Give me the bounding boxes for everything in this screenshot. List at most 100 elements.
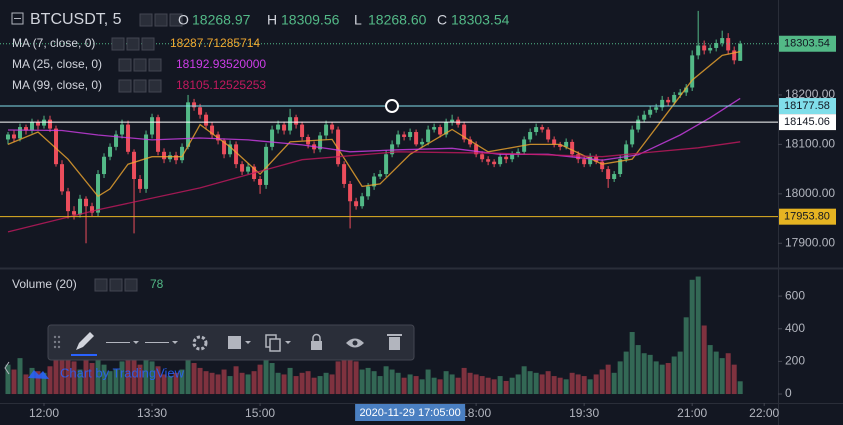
candle-body [336, 129, 341, 165]
volume-bar [221, 369, 227, 395]
candle-body [510, 154, 515, 160]
delete-icon[interactable] [389, 337, 400, 350]
legend-icon[interactable] [133, 58, 147, 72]
ohlc-key: L [354, 12, 362, 28]
legend-icon[interactable] [148, 58, 162, 72]
volume-bar [347, 336, 353, 395]
volume-legend-name: Volume (20) [12, 277, 77, 291]
candle-body [66, 191, 71, 212]
dropdown-arrow [133, 341, 139, 344]
candle-body [414, 132, 419, 145]
volume-bar [17, 358, 23, 395]
legend-icon[interactable] [126, 37, 140, 51]
volume-bar [677, 351, 683, 395]
volume-bar [245, 374, 251, 395]
candle-body [72, 211, 77, 215]
color-bar [71, 354, 97, 356]
volume-bar [341, 354, 347, 395]
volume-bar [275, 372, 281, 395]
legend-icon[interactable] [109, 278, 123, 292]
volume-bar [113, 369, 119, 395]
candle-body [78, 198, 83, 215]
lock-icon[interactable] [311, 341, 322, 350]
volume-bar [233, 366, 239, 395]
legend-icon[interactable] [118, 58, 132, 72]
volume-bar [425, 369, 431, 395]
legend-icon[interactable] [139, 13, 153, 27]
legend-icon[interactable] [133, 79, 147, 93]
candle-body [276, 124, 281, 130]
volume-bar [635, 345, 641, 395]
volume-bar [701, 325, 707, 395]
time-tick-label: 21:00 [677, 406, 707, 420]
legend-icon[interactable] [154, 13, 168, 27]
volume-bar [575, 374, 581, 395]
template-icon[interactable] [228, 336, 241, 349]
price-label-bg [779, 35, 836, 52]
volume-bar [401, 377, 407, 395]
candle-body [348, 183, 353, 202]
ma-line [7, 97, 741, 161]
settings-icon[interactable] [192, 335, 208, 351]
candle-body [408, 132, 413, 137]
candle-body [60, 164, 65, 192]
candle-body [318, 135, 323, 150]
candle-body [738, 43, 743, 61]
volume-bar [527, 371, 533, 395]
volume-bar [29, 367, 35, 395]
legend-icon[interactable] [141, 37, 155, 51]
legend-icon[interactable] [118, 79, 132, 93]
volume-bar [161, 374, 167, 395]
scroll-left[interactable] [4, 361, 10, 375]
volume-bar [437, 379, 443, 395]
volume-bar [11, 369, 17, 395]
candle-body [546, 129, 551, 140]
volume-bar [317, 376, 323, 395]
legend-icon[interactable] [111, 37, 125, 51]
legend-icon[interactable] [148, 79, 162, 93]
candle-body [186, 102, 191, 147]
volume-bar [665, 363, 671, 395]
legend-icon[interactable] [169, 13, 183, 27]
volume-bar [611, 372, 617, 395]
volume-bar [503, 380, 509, 395]
volume-bar [101, 364, 107, 395]
volume-bar [569, 372, 575, 395]
volume-bar [95, 351, 101, 395]
legend-icon[interactable] [94, 278, 108, 292]
candle-body [12, 134, 17, 139]
volume-bar [695, 276, 701, 395]
candle-body [42, 119, 47, 126]
candle-body [444, 122, 449, 135]
candle-body [396, 134, 401, 145]
volume-bar [53, 343, 59, 395]
pencil-icon[interactable] [76, 332, 94, 350]
candle-body [120, 124, 125, 135]
candle-body [144, 134, 149, 189]
candle-body [24, 127, 29, 131]
volume-bar [179, 369, 185, 395]
legend-icon[interactable] [124, 278, 138, 292]
volume-bar [581, 376, 587, 395]
volume-bar [359, 369, 365, 395]
candle-body [486, 159, 491, 162]
candle-body [648, 109, 653, 115]
volume-bar [509, 377, 515, 395]
volume-bar [155, 366, 161, 395]
candle-body [30, 122, 35, 131]
candle-body [210, 125, 215, 135]
candle-body [618, 159, 623, 175]
candle-body [732, 50, 737, 61]
volume-bar [539, 374, 545, 395]
candle-body [534, 127, 539, 133]
volume-bar [365, 367, 371, 395]
candle-body [330, 124, 335, 130]
drag-handle[interactable] [53, 335, 61, 349]
crosshair-label: 2020-11-29 17:05:00 [359, 407, 460, 419]
volume-bar [335, 361, 341, 395]
candle-body [420, 141, 425, 145]
collapse-button[interactable] [11, 12, 24, 25]
candle-body [720, 38, 725, 44]
ohlc-value: 18268.97 [192, 12, 251, 28]
